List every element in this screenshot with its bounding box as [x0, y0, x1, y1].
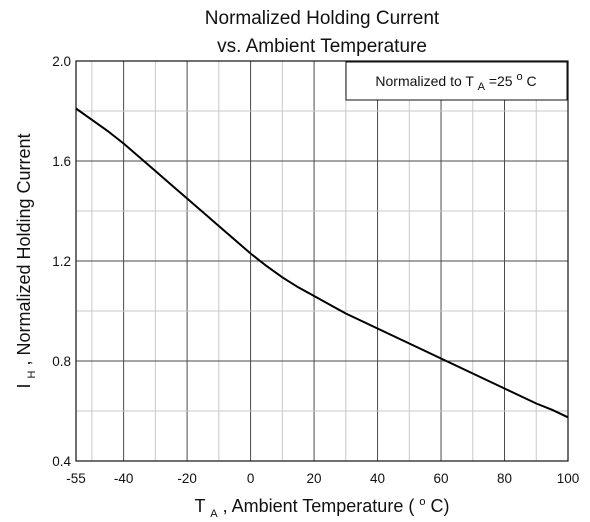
holding-current-curve [75, 107, 569, 419]
note-sub: A [478, 81, 486, 93]
grid [76, 61, 568, 461]
chart-title-line1: Normalized Holding Current [205, 8, 440, 29]
note-unit: C [526, 73, 536, 89]
note-mid: =25 [489, 73, 513, 89]
x-label-rest: , Ambient Temperature ( [223, 496, 415, 516]
x-tick-label: 40 [370, 471, 385, 486]
y-tick-label: 0.4 [52, 454, 71, 469]
plot-frame [75, 60, 569, 462]
x-tick-label: -20 [177, 471, 197, 486]
y-axis-label: I H , Normalized Holding Current [14, 133, 39, 388]
y-tick-label: 1.6 [52, 154, 71, 169]
y-tick-label: 0.8 [52, 354, 71, 369]
note-prefix: Normalized to T [375, 73, 474, 89]
normalization-note-box [345, 61, 568, 101]
x-tick-label: 100 [557, 471, 580, 486]
note-sup: o [516, 71, 522, 83]
x-label-unit: C) [430, 496, 449, 516]
x-tick-label: 60 [434, 471, 449, 486]
x-label-var: T [195, 496, 206, 516]
tick-labels: -55 -40 -20 0 20 40 60 80 100 0.4 0.8 1.2 1.6 2.0 [52, 54, 579, 486]
x-tick-label: 20 [307, 471, 322, 486]
x-label-sup: o [419, 496, 425, 508]
x-tick-label: 80 [497, 471, 512, 486]
y-tick-label: 2.0 [52, 54, 71, 69]
x-label-sub: A [210, 508, 218, 520]
y-label-rest: , Normalized Holding Current [14, 133, 34, 365]
x-tick-label: -40 [114, 471, 134, 486]
x-axis-label: T A , Ambient Temperature ( o C) [195, 489, 450, 521]
y-label-var: I [14, 384, 34, 389]
y-label-sub: H [26, 371, 38, 379]
normalization-note: Normalized to T A =25 o C [375, 67, 536, 93]
x-tick-label: 0 [247, 471, 255, 486]
y-tick-label: 1.2 [52, 254, 71, 269]
x-tick-label: -55 [66, 471, 86, 486]
chart-title-line2: vs. Ambient Temperature [217, 36, 427, 57]
